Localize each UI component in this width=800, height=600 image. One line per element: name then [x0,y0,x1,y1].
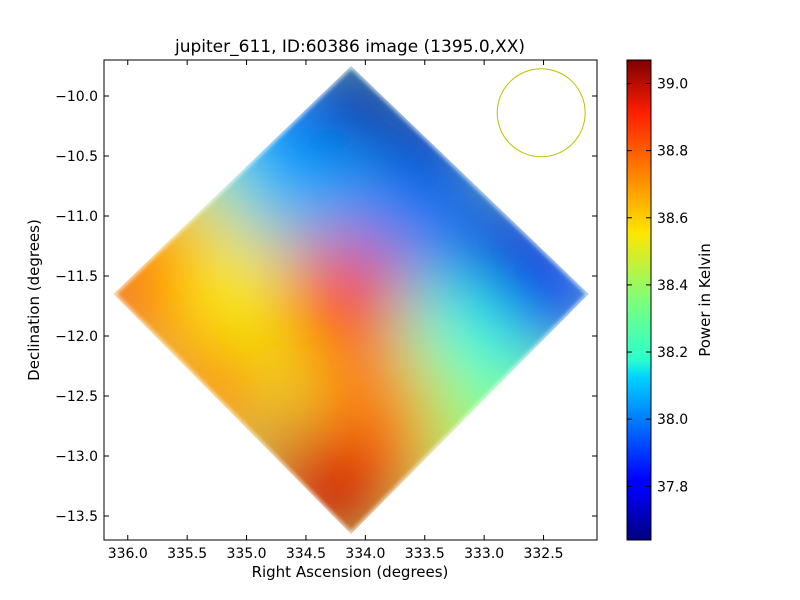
x-tick-label: 334.5 [286,546,326,562]
plot-area [103,59,598,541]
y-axis-label: Declination (degrees) [25,219,43,381]
x-axis-label: Right Ascension (degrees) [252,563,449,581]
y-tick-label: −13.0 [55,449,98,465]
y-tick-label: −10.5 [55,149,98,165]
colorbar-gradient [627,60,651,540]
x-tick-label: 333.0 [464,546,504,562]
y-tick-label: −11.5 [55,269,98,285]
chart-title: jupiter_611, ID:60386 image (1395.0,XX) [174,37,525,57]
colorbar-tick-label: 39.0 [657,76,688,92]
colorbar: 37.8 38.0 38.2 38.4 38.6 38.8 39.0 Power in Ke… [626,59,714,541]
field-sample-21 [279,238,404,362]
y-tick-label: −13.5 [55,509,98,525]
axes-frame [103,59,598,541]
colorbar-frame [626,59,652,541]
x-axis: 336.0 335.5 335.0 334.5 334.0 333.5 333.0 332.5 [108,60,564,562]
field-sample-3 [505,238,589,362]
y-tick-label: −10.0 [55,89,98,105]
x-tick-label: 332.5 [523,546,563,562]
colorbar-tick-label: 38.4 [657,278,688,294]
y-axis: −10.0 −10.5 −11.0 −11.5 −12.0 −12.5 −13.0 −13.5 [55,89,597,525]
colorbar-tick-label: 38.8 [657,144,688,160]
x-tick-label: 333.5 [405,546,445,562]
footprint-edge [111,63,591,537]
colorbar-tick-label: 38.2 [657,345,688,361]
y-tick-label: −12.5 [55,389,98,405]
y-tick-label: −11.0 [55,209,98,225]
x-tick-label: 334.0 [345,546,385,562]
colorbar-tick-label: 38.6 [657,211,688,227]
x-tick-label: 335.5 [167,546,207,562]
x-tick-label: 336.0 [108,546,148,562]
beam-circle [496,68,586,158]
x-tick-label: 335.0 [227,546,267,562]
colorbar-ticks: 37.8 38.0 38.2 38.4 38.6 38.8 39.0 [627,76,688,495]
colorbar-label: Power in Kelvin [696,243,714,357]
y-tick-label: −12.0 [55,329,98,345]
colorbar-tick-label: 37.8 [657,479,688,495]
colorbar-tick-label: 38.0 [657,412,688,428]
field-sample-12 [113,238,190,362]
